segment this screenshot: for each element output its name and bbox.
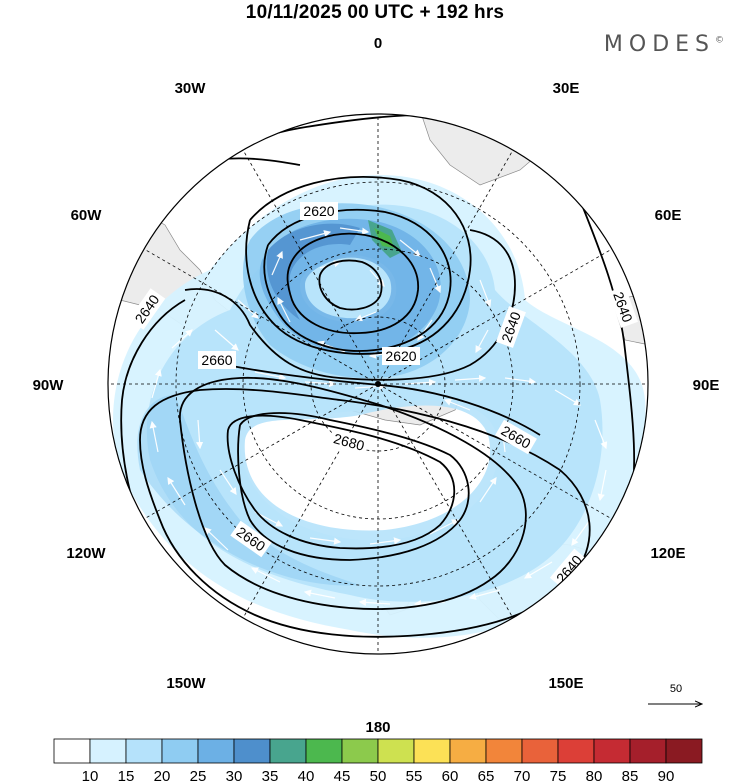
contour-label: 2680: [332, 430, 366, 454]
contour-label: 2660: [201, 352, 232, 368]
contour-inner-low: [318, 259, 383, 311]
pole-marker: [375, 381, 381, 387]
contour-2640-west: [121, 249, 130, 267]
land-madagascar: [589, 149, 626, 196]
contour-label: 2640: [454, 81, 488, 113]
colorbar-swatch: [593, 738, 631, 764]
map-boundary: [107, 113, 649, 655]
colorbar-tick-label: 10: [82, 768, 99, 782]
modes-logo: MODES©: [603, 32, 724, 57]
contour-2620-a: [263, 209, 452, 352]
lon-label-90w: 90W: [33, 377, 65, 394]
colorbar-swatch: [341, 738, 379, 764]
colorbar-swatch: [665, 738, 703, 764]
contour-label: 2640: [151, 151, 180, 186]
lon-label-180: 180: [365, 719, 390, 736]
longitude-labels: 0 30E 60E 90E 120E 150E 180 150W 120W 90…: [33, 35, 720, 736]
colorbar-swatch: [629, 738, 667, 764]
colorbar-tick-label: 15: [118, 768, 135, 782]
colorbar: 10 15 20 25 30 35 40 45 50 55 60 65 70 75 80 85 90: [53, 738, 703, 782]
lon-label-150e: 150E: [548, 675, 583, 692]
shade-south-band: [137, 395, 360, 586]
colorbar-swatch: [413, 738, 451, 764]
lon-label-60e: 60E: [655, 207, 682, 224]
colorbar-swatch: [521, 738, 559, 764]
colorbar-tick-label: 85: [622, 768, 639, 782]
contour-label: 2620: [385, 348, 416, 364]
colorbar-tick-label: 25: [190, 768, 207, 782]
graticule: [108, 114, 648, 654]
colorbar-tick-label: 45: [334, 768, 351, 782]
colorbar-tick-label: 80: [586, 768, 603, 782]
colorbar-swatch: [125, 738, 163, 764]
colorbar-swatch: [269, 738, 307, 764]
chart-title: 10/11/2025 00 UTC + 192 hrs: [245, 2, 505, 23]
colorbar-swatch: [305, 738, 343, 764]
colorbar-swatch: [53, 738, 91, 764]
lon-label-120w: 120W: [66, 545, 106, 562]
colorbar-swatch: [233, 738, 271, 764]
colorbar-tick-label: 20: [154, 768, 171, 782]
colorbar-swatch: [557, 738, 595, 764]
colorbar-tick-label: 30: [226, 768, 243, 782]
colorbar-tick-label: 50: [370, 768, 387, 782]
colorbar-tick-label: 55: [406, 768, 423, 782]
contour-2640-mid: [184, 229, 516, 381]
colorbar-swatch: [485, 738, 523, 764]
contour-2660-c: [179, 376, 527, 610]
colorbar-tick-label: 40: [298, 768, 315, 782]
colorbar-tick-label: 65: [478, 768, 495, 782]
lon-label-90e: 90E: [693, 377, 720, 394]
colorbar-swatch: [377, 738, 415, 764]
colorbar-swatch: [89, 738, 127, 764]
colorbar-tick-label: 35: [262, 768, 279, 782]
lon-label-60w: 60W: [71, 207, 103, 224]
contour-label: 2620: [303, 203, 334, 219]
lon-label-30e: 30E: [553, 80, 580, 97]
colorbar-tick-label: 70: [514, 768, 531, 782]
lon-label-30w: 30W: [175, 80, 207, 97]
colorbar-swatch: [449, 738, 487, 764]
reference-vector-label: 50: [670, 683, 682, 695]
colorbar-tick-label: 60: [442, 768, 459, 782]
lon-label-150w: 150W: [166, 675, 206, 692]
colorbar-tick-label: 90: [658, 768, 675, 782]
contour-label: 2640: [163, 570, 195, 604]
contour-2640-inner: [245, 176, 472, 355]
contour-label: 2640: [366, 665, 399, 685]
reference-vector: 50: [648, 683, 702, 704]
contour-2620-b: [286, 232, 419, 335]
contour-2680: [226, 414, 456, 550]
contour-2660-b: [237, 412, 470, 561]
colorbar-swatch: [197, 738, 235, 764]
colorbar-tick-label: 75: [550, 768, 567, 782]
lon-label-120e: 120E: [650, 545, 685, 562]
lon-label-0: 0: [374, 35, 382, 52]
land-africa-tip: [419, 114, 561, 186]
colorbar-swatch: [161, 738, 199, 764]
